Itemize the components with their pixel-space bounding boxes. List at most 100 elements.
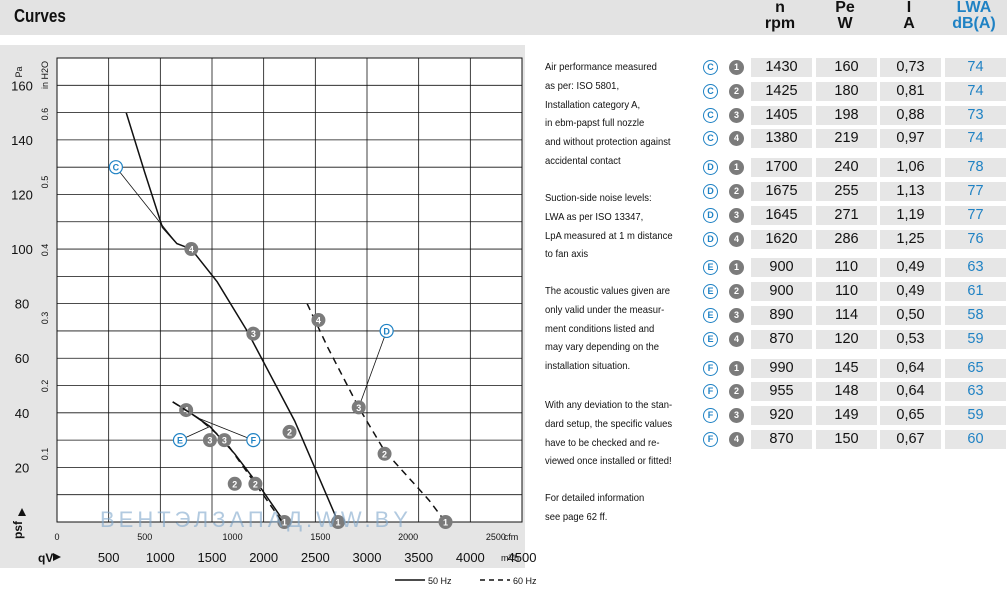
cell-i: 1,06 — [880, 158, 941, 178]
x-axis-label-cfm: cfm — [504, 532, 519, 542]
note-paragraph: With any deviation to the stan-dard setu… — [545, 396, 689, 471]
cell-n: 920 — [751, 406, 812, 426]
curve-tag-icon: E — [703, 331, 718, 347]
cell-lwa: 58 — [945, 306, 1006, 325]
note-line: only valid under the measur- — [545, 303, 665, 316]
curve-tag-icon: F — [703, 432, 718, 447]
operating-point-badge: 2 — [729, 83, 744, 99]
col-header-pe-unit: W — [837, 15, 853, 32]
cell-pe: 149 — [816, 406, 877, 426]
curve-tag-icon: E — [703, 308, 718, 323]
cell-n: 900 — [751, 282, 812, 302]
cell-n: 900 — [751, 258, 812, 278]
curve-tag-icon: C — [703, 60, 718, 75]
curve-D — [306, 303, 447, 523]
cell-i: 0,50 — [880, 306, 941, 325]
operating-point-marker — [377, 446, 392, 461]
cell-n: 1380 — [751, 129, 812, 149]
cell-pe: 120 — [816, 329, 877, 349]
header-bar: Curves n rpm Pe W I A LWA dB(A) — [0, 0, 1007, 35]
operating-point-badge: 4 — [729, 331, 744, 347]
operating-point-badge: 1 — [729, 160, 744, 176]
cell-n: 1405 — [751, 105, 812, 125]
cell-pe: 271 — [816, 205, 877, 225]
y-tick-pa: 140 — [11, 133, 33, 148]
cell-pe: 219 — [816, 129, 877, 149]
cell-lwa: 61 — [945, 282, 1006, 302]
col-header-lwa: LWA dB(A) — [944, 0, 1004, 32]
curve-tag-icon: C — [703, 107, 718, 123]
curve-tag-label-C: C — [113, 163, 120, 173]
y-tick-pa: 100 — [11, 242, 33, 257]
operating-point-label: 2 — [253, 479, 258, 489]
curve-tag-E — [172, 433, 188, 448]
note-paragraph: Air performance measured as per: ISO 5801… — [545, 58, 689, 171]
note-line: For detailed information — [545, 492, 645, 504]
note-line: Installation category A, — [545, 98, 641, 111]
operating-point-marker — [248, 476, 263, 491]
cell-i: 1,13 — [880, 182, 941, 201]
operating-point-label: 2 — [287, 427, 292, 437]
x-tick-cfm: 2000 — [398, 532, 418, 542]
plot-area — [56, 57, 523, 523]
operating-point-label: 4 — [189, 245, 194, 255]
operating-point-badge: 3 — [729, 207, 744, 223]
col-header-i: I A — [879, 0, 939, 32]
x-tick-m3h: 500 — [98, 550, 120, 565]
x-tick-m3h: 4000 — [456, 550, 485, 565]
x-tick-cfm: 1500 — [310, 532, 330, 542]
curve-tag-label-E: E — [177, 436, 183, 446]
cell-n: 1425 — [751, 81, 812, 101]
note-line: LpA measured at 1 m distance — [545, 229, 673, 242]
curve-tag-C — [108, 160, 124, 175]
cell-pe: 110 — [816, 282, 877, 302]
note-line: With any deviation to the stan- — [545, 399, 673, 411]
cell-i: 0,88 — [880, 105, 941, 125]
cell-n: 1645 — [751, 205, 812, 225]
note-line: dard setup, the specific values — [545, 417, 673, 430]
operating-point-label: 4 — [316, 316, 321, 326]
operating-point-label: 1 — [443, 518, 448, 528]
x-tick-m3h: 1000 — [146, 550, 175, 565]
note-line: may vary depending on the — [545, 341, 660, 354]
cell-i: 0,65 — [880, 406, 941, 426]
operating-point-label: 1 — [282, 518, 287, 528]
operating-point-label: 1 — [336, 518, 341, 528]
cell-n: 955 — [751, 382, 812, 402]
operating-point-badge: 1 — [729, 60, 744, 75]
y-axis-label-inh2o: in H2O — [40, 61, 50, 89]
x-tick-cfm: 1000 — [223, 532, 243, 542]
note-line: to fan axis — [545, 248, 589, 261]
x-tick-cfm: 500 — [137, 532, 152, 542]
y-tick-pa: 80 — [15, 297, 29, 312]
note-line: The acoustic values given are — [545, 285, 671, 297]
y-tick-pa: 60 — [15, 351, 29, 366]
note-line: and without protection against — [545, 136, 671, 149]
cell-lwa: 65 — [945, 358, 1006, 378]
operating-point-marker — [277, 515, 292, 529]
x-tick-cfm: 2500 — [486, 532, 506, 542]
operating-point-badge: 3 — [729, 308, 744, 323]
x-tick-m3h: 1500 — [198, 550, 227, 565]
x-tick-m3h: 3000 — [353, 550, 382, 565]
operating-point-label: 3 — [207, 436, 212, 446]
y-tick-inh2o: 0.4 — [40, 244, 50, 257]
x-axis-symbol: qV — [38, 551, 53, 565]
cell-pe: 148 — [816, 382, 877, 402]
x-tick-m3h: 2500 — [301, 550, 330, 565]
cell-n: 870 — [751, 430, 812, 449]
operating-point-badge: 3 — [729, 107, 744, 123]
y-tick-pa: 120 — [11, 187, 33, 202]
y-tick-pa: 40 — [15, 406, 29, 421]
x-axis-arrow — [53, 553, 61, 561]
cell-n: 890 — [751, 306, 812, 325]
curve-tag-leader-F — [198, 417, 254, 441]
curve-tag-icon: C — [703, 83, 718, 99]
x-tick-cfm: 0 — [54, 532, 59, 542]
watermark-text: ВЕНТЭЛЗАПАД.WW.BY — [100, 507, 412, 532]
curve-tag-leader-D — [358, 330, 388, 408]
cell-n: 1620 — [751, 229, 812, 249]
col-header-n: n rpm — [750, 0, 810, 32]
y-tick-pa: 160 — [11, 78, 33, 93]
